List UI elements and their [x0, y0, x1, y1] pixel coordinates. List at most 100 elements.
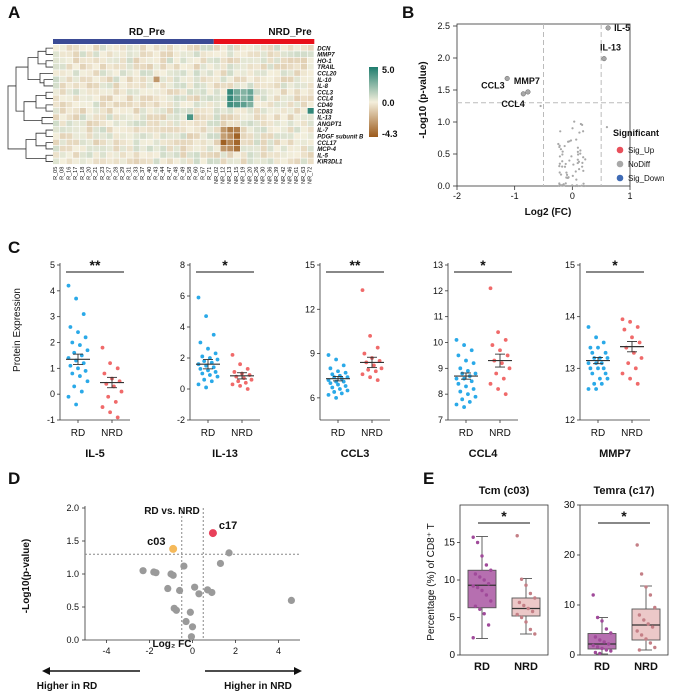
- e-point-rd: [482, 578, 486, 582]
- c-point-rd: [454, 402, 459, 407]
- c-y-tick-label: 10: [433, 338, 443, 348]
- heatmap-cell: [193, 45, 200, 51]
- heatmap-cell: [187, 82, 194, 89]
- c-point-rd: [79, 389, 84, 394]
- c-y-tick-label: 12: [433, 286, 443, 296]
- heatmap-cell: [233, 45, 240, 51]
- c-point-rd: [68, 325, 73, 329]
- b-point-nodiff: [575, 138, 578, 141]
- heatmap-cell: [287, 45, 294, 51]
- heatmap-cell: [287, 82, 294, 89]
- heatmap-cell: [247, 108, 254, 114]
- heatmap-cell: [180, 145, 187, 152]
- heatmap-cell: [300, 45, 307, 51]
- heatmap-cell: [140, 82, 147, 89]
- heatmap-column-label: NR_39: [274, 167, 280, 184]
- c-point-rd: [603, 371, 608, 376]
- c-point-nrd: [375, 345, 380, 350]
- b-x-tick-label: -2: [453, 191, 461, 201]
- heatmap-cell: [73, 108, 80, 114]
- heatmap-cell: [247, 63, 254, 70]
- b-point-nodiff: [568, 159, 571, 162]
- e-plot-frame: [579, 504, 669, 656]
- heatmap-cell: [113, 57, 120, 64]
- c-point-rd: [603, 350, 608, 355]
- heatmap-cell: [247, 57, 254, 64]
- heatmap-cell: [120, 63, 127, 70]
- d-title: RD vs. NRD: [144, 506, 200, 517]
- heatmap-cell: [280, 70, 287, 76]
- c-point-rd: [330, 372, 335, 377]
- heatmap-row-label: ANGPT1: [316, 122, 342, 128]
- heatmap-cell: [160, 152, 167, 158]
- c-point-nrd: [498, 348, 502, 353]
- heatmap-cell: [294, 45, 301, 51]
- heatmap-cell: [247, 139, 254, 146]
- heatmap-cell: [267, 158, 274, 165]
- e-point-rd: [484, 593, 489, 597]
- c-point-rd: [200, 371, 205, 376]
- heatmap-cell: [173, 95, 180, 102]
- heatmap-cell: [187, 95, 194, 102]
- heatmap-cell: [113, 63, 120, 70]
- heatmap-cell: [254, 63, 261, 70]
- heatmap-cell: [287, 57, 294, 64]
- heatmap-cell: [146, 70, 153, 76]
- heatmap-column-label: NR_19: [241, 167, 247, 184]
- heatmap-cell: [267, 152, 274, 158]
- dendrogram-branch: [45, 60, 53, 68]
- heatmap-cell: [166, 145, 173, 152]
- heatmap-cell: [53, 70, 60, 76]
- heatmap-cell: [99, 120, 106, 127]
- dendrogram-branch: [45, 104, 53, 112]
- heatmap-cell: [213, 95, 220, 102]
- heatmap-cell: [166, 76, 173, 83]
- heatmap-cell: [233, 82, 240, 89]
- b-point-nodiff: [561, 153, 564, 156]
- heatmap-cell: [79, 82, 86, 89]
- b-point-nodiff: [572, 163, 575, 166]
- heatmap-cell: [280, 114, 287, 120]
- heatmap-cell: [213, 70, 220, 76]
- heatmap-column-label: NR_30: [261, 167, 267, 184]
- heatmap-cell: [59, 45, 66, 51]
- heatmap-cell: [200, 126, 207, 133]
- heatmap-cell: [187, 139, 194, 146]
- heatmap-cell: [59, 158, 66, 165]
- heatmap-cell: [113, 126, 120, 133]
- heatmap-cell: [274, 89, 281, 95]
- heatmap-cell: [287, 133, 294, 139]
- e-point-nrd: [637, 613, 642, 617]
- heatmap-cell: [220, 152, 227, 158]
- heatmap-cell: [160, 126, 167, 133]
- dendrogram-branch: [45, 129, 53, 137]
- heatmap-column-label: R_31: [127, 167, 133, 180]
- heatmap-cell: [180, 120, 187, 127]
- c-point-nrd: [488, 381, 493, 386]
- heatmap-cell: [254, 101, 261, 108]
- heatmap-cell: [187, 108, 194, 114]
- dendrogram-branch: [45, 154, 53, 162]
- heatmap-row-label: MMP7: [317, 53, 335, 59]
- c-point-rd: [586, 361, 591, 366]
- heatmap-cell: [73, 139, 80, 146]
- heatmap-cell: [280, 51, 287, 57]
- heatmap-cell: [160, 57, 167, 64]
- heatmap-cell: [66, 95, 73, 102]
- b-point-nodiff: [559, 148, 563, 151]
- e-point-rd: [598, 638, 602, 642]
- heatmap-cell: [140, 57, 147, 64]
- e-significance-mark: *: [621, 508, 627, 524]
- heatmap-column-label: NR_63: [301, 167, 307, 184]
- heatmap-cell: [160, 89, 167, 95]
- heatmap-column-label: R_21: [93, 167, 99, 180]
- heatmap-cell: [120, 51, 127, 57]
- heatmap-cell: [99, 76, 106, 83]
- c-point-nrd: [505, 353, 510, 358]
- heatmap-cell: [73, 82, 80, 89]
- c-point-rd: [85, 379, 90, 384]
- heatmap-cell: [93, 139, 100, 146]
- heatmap-cell: [120, 57, 127, 64]
- heatmap-cell: [126, 45, 133, 51]
- heatmap-cell: [59, 63, 66, 70]
